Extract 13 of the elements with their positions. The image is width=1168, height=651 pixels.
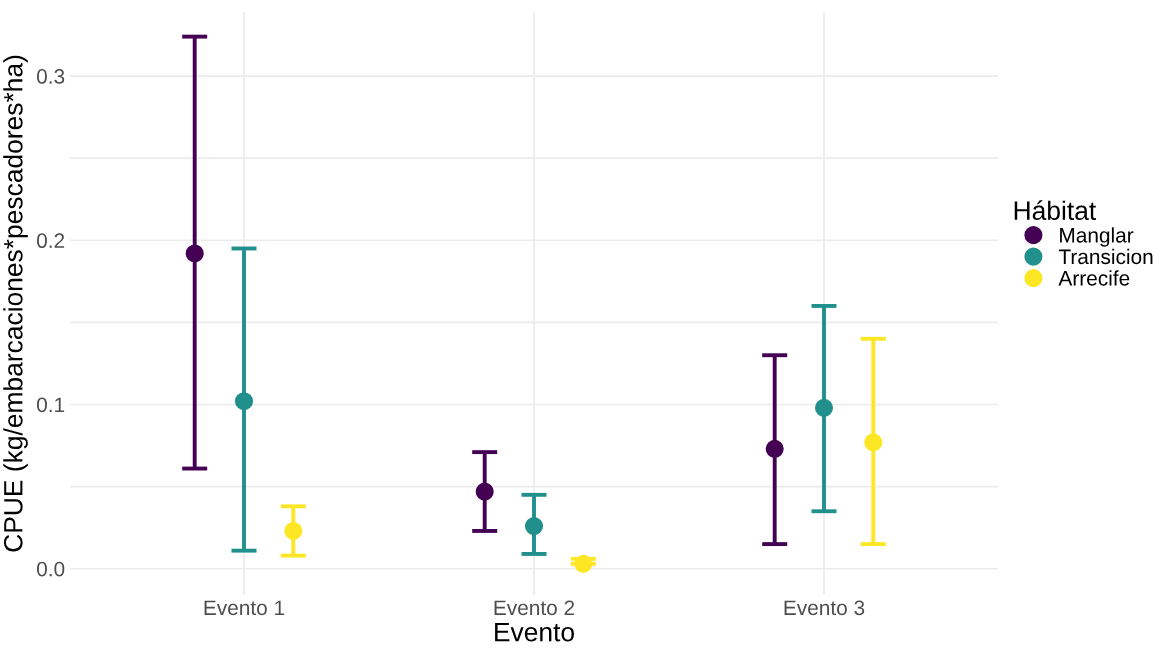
y-tick-label: 0.3 (36, 69, 65, 84)
x-tick-label: Evento 1 (204, 600, 285, 616)
y-axis-title: CPUE (kg/embarcaciones*pescadores*ha) (3, 55, 28, 552)
x-axis-title: Evento (495, 623, 574, 642)
y-tick-label: 0.0 (36, 561, 65, 577)
x-tick-label: Evento 3 (784, 600, 865, 616)
legend-label: Arrecife (1058, 270, 1130, 286)
x-tick-label: Evento 2 (494, 600, 575, 616)
y-tick-label: 0.2 (36, 233, 65, 249)
legend-label: Manglar (1060, 227, 1134, 247)
legend-title: Hábitat (1014, 200, 1096, 221)
legend-label: Transicion (1058, 248, 1153, 265)
y-tick-label: 0.1 (36, 397, 65, 413)
